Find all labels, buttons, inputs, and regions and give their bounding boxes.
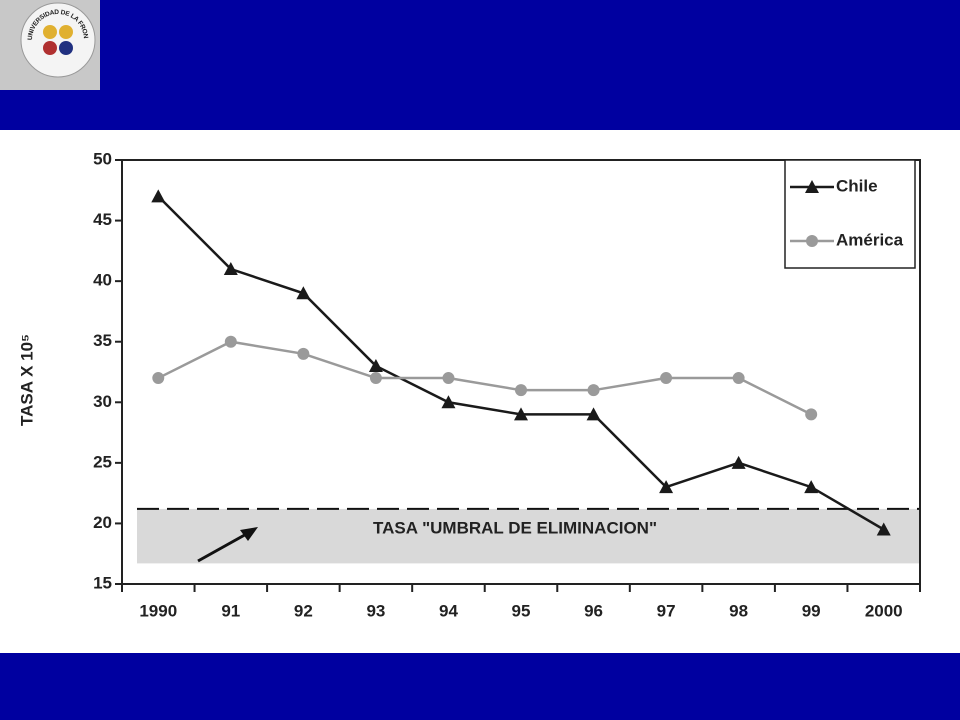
y-tick-label: 35: [93, 331, 112, 350]
triangle-marker: [151, 189, 166, 203]
circle-marker: [152, 372, 165, 385]
threshold-band: [137, 508, 920, 564]
x-tick-label: 1990: [139, 601, 177, 620]
triangle-marker: [659, 480, 674, 494]
circle-marker: [805, 408, 818, 421]
series-line: [157, 340, 812, 416]
x-tick-label: 96: [584, 601, 603, 620]
circle-marker: [297, 347, 310, 360]
x-tick-label: 2000: [865, 601, 903, 620]
series-line: [157, 195, 885, 531]
annotation-arrow: [197, 530, 251, 563]
plot-border: [121, 159, 921, 585]
x-tick-label: 99: [802, 601, 821, 620]
x-tick-label: 97: [657, 601, 676, 620]
annotation: TASA "UMBRAL DE ELIMINACION": [373, 518, 657, 537]
x-tick-label: 93: [366, 601, 385, 620]
circle-marker: [732, 372, 745, 385]
y-tick-label: 15: [93, 573, 112, 592]
triangle-marker: [805, 180, 819, 193]
legend-label: América: [836, 230, 904, 249]
x-tick-label: 94: [439, 601, 458, 620]
circle-marker: [660, 372, 673, 385]
triangle-marker: [296, 286, 311, 300]
header-bar: [0, 0, 960, 130]
triangle-marker: [223, 262, 238, 276]
circle-marker: [442, 372, 455, 385]
y-tick-label: 45: [93, 210, 112, 229]
circle-marker: [369, 372, 382, 385]
annotation-arrowhead: [240, 527, 258, 541]
logo: UNIVERSIDAD DE LA FRONTERA: [0, 0, 100, 90]
y-tick-label: 30: [93, 392, 112, 411]
triangle-marker: [441, 395, 456, 409]
x-tick-label: 98: [729, 601, 748, 620]
circle-marker: [224, 335, 237, 348]
triangle-marker: [876, 522, 891, 536]
triangle-marker: [368, 358, 383, 372]
circle-marker: [587, 384, 600, 397]
y-tick-label: 20: [93, 513, 112, 532]
y-tick-label: 50: [93, 149, 112, 168]
y-tick-label: 40: [93, 271, 112, 290]
x-tick-label: 91: [221, 601, 240, 620]
triangle-marker: [804, 480, 819, 494]
triangle-marker: [731, 455, 746, 469]
footer-bar: [0, 653, 960, 720]
x-tick-label: 92: [294, 601, 313, 620]
legend-label: Chile: [836, 176, 878, 195]
triangle-marker: [586, 407, 601, 421]
triangle-marker: [514, 407, 528, 421]
x-tick-label: 95: [512, 601, 531, 620]
y-tick-label: 25: [93, 452, 112, 471]
circle-marker: [515, 384, 527, 397]
circle-marker: [806, 235, 818, 247]
y-axis-label: TASA X 10⁵: [17, 334, 36, 426]
legend-box: [784, 159, 916, 269]
